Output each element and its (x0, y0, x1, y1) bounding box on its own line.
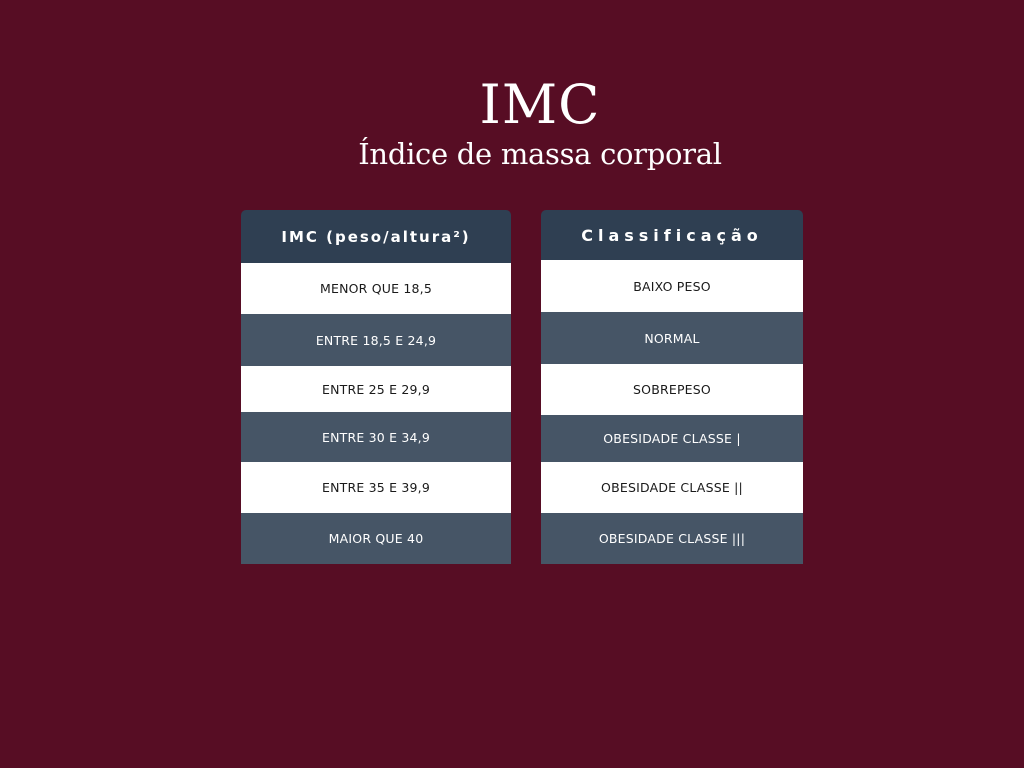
imc-range-cell: MENOR QUE 18,5 (241, 263, 511, 314)
imc-range-cell: ENTRE 30 E 34,9 (241, 412, 511, 462)
classification-header: Classificação (541, 210, 803, 260)
classification-cell: OBESIDADE CLASSE || (541, 462, 803, 513)
imc-range-table: IMC (peso/altura²) MENOR QUE 18,5 ENTRE … (241, 210, 511, 564)
imc-range-cell: MAIOR QUE 40 (241, 513, 511, 564)
classification-table: Classificação BAIXO PESO NORMAL SOBREPES… (541, 210, 803, 564)
classification-cell: OBESIDADE CLASSE | (541, 415, 803, 462)
classification-cell: SOBREPESO (541, 364, 803, 415)
imc-range-cell: ENTRE 25 E 29,9 (241, 366, 511, 412)
page-title: IMC (479, 73, 601, 136)
classification-cell: BAIXO PESO (541, 260, 803, 312)
imc-range-header: IMC (peso/altura²) (241, 210, 511, 263)
classification-cell: OBESIDADE CLASSE ||| (541, 513, 803, 564)
page-subtitle: Índice de massa corporal (358, 137, 722, 171)
imc-range-cell: ENTRE 18,5 E 24,9 (241, 314, 511, 366)
imc-range-cell: ENTRE 35 E 39,9 (241, 462, 511, 513)
classification-cell: NORMAL (541, 312, 803, 364)
